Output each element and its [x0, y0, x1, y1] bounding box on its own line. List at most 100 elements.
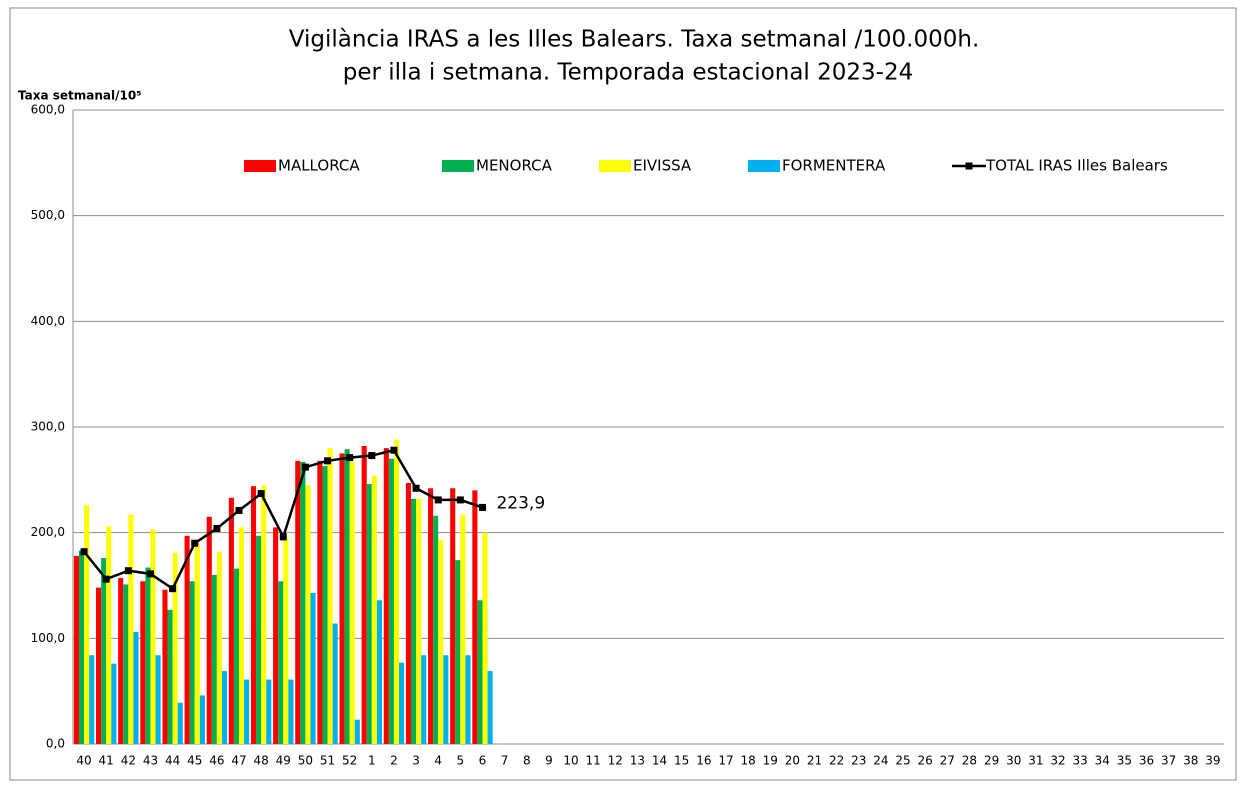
- bar: [150, 529, 156, 744]
- x-tick-label: 5: [457, 754, 465, 768]
- bar: [472, 490, 478, 744]
- bar: [244, 679, 250, 744]
- bar: [376, 600, 382, 744]
- x-tick-label: 17: [718, 754, 733, 768]
- bar: [310, 592, 316, 744]
- x-tick-label: 2: [390, 754, 398, 768]
- x-tick-label: 31: [1028, 754, 1043, 768]
- bar: [96, 587, 102, 744]
- bar: [89, 655, 95, 744]
- bar: [295, 460, 301, 744]
- x-tick-label: 23: [851, 754, 866, 768]
- x-tick-label: 40: [76, 754, 91, 768]
- bar: [433, 515, 439, 744]
- x-tick-label: 47: [231, 754, 246, 768]
- legend-swatch: [244, 160, 276, 172]
- bar: [133, 631, 139, 744]
- marker: [301, 463, 309, 471]
- y-tick-label: 400,0: [31, 314, 65, 328]
- x-tick-label: 38: [1183, 754, 1198, 768]
- bar: [327, 448, 333, 744]
- bar: [482, 532, 488, 744]
- x-tick-label: 42: [121, 754, 136, 768]
- legend-label: MALLORCA: [278, 157, 360, 175]
- x-tick-label: 14: [652, 754, 667, 768]
- marker: [368, 452, 376, 460]
- bar: [194, 543, 200, 744]
- x-tick-label: 27: [940, 754, 955, 768]
- bar: [239, 527, 245, 744]
- marker: [80, 548, 88, 556]
- bar: [399, 662, 405, 744]
- data-label: 223,9: [496, 493, 545, 513]
- bar: [455, 560, 461, 744]
- bar: [266, 679, 272, 744]
- marker: [102, 575, 110, 583]
- x-tick-label: 28: [962, 754, 977, 768]
- marker: [456, 496, 464, 504]
- bar: [438, 540, 444, 744]
- x-tick-label: 25: [895, 754, 910, 768]
- legend-label: EIVISSA: [633, 157, 692, 175]
- legend-swatch: [442, 160, 474, 172]
- legend-swatch: [748, 160, 780, 172]
- x-tick-label: 16: [696, 754, 711, 768]
- bar: [123, 584, 129, 744]
- bar: [332, 623, 338, 744]
- x-tick-label: 29: [984, 754, 999, 768]
- x-tick-label: 49: [276, 754, 291, 768]
- legend-label: MENORCA: [476, 157, 553, 175]
- bar: [84, 505, 90, 744]
- marker: [412, 484, 420, 492]
- marker: [434, 496, 442, 504]
- bar: [421, 655, 427, 744]
- bar: [256, 535, 262, 744]
- bar: [250, 486, 257, 744]
- bar: [300, 461, 306, 744]
- bar: [371, 475, 377, 744]
- bar: [443, 655, 449, 744]
- bar: [405, 483, 411, 744]
- bar: [383, 448, 389, 744]
- bar: [177, 702, 183, 744]
- bar: [101, 558, 107, 744]
- bar: [216, 551, 222, 744]
- bar: [410, 498, 417, 744]
- chart-subtitle: per illa i setmana. Temporada estacional…: [343, 60, 914, 86]
- marker: [213, 524, 221, 532]
- x-tick-label: 24: [873, 754, 888, 768]
- bar: [206, 516, 212, 744]
- marker: [324, 457, 332, 465]
- y-tick-label: 0,0: [46, 737, 65, 751]
- legend-label: FORMENTERA: [782, 157, 886, 175]
- bar: [349, 461, 355, 744]
- bar: [428, 488, 434, 744]
- x-tick-label: 46: [209, 754, 224, 768]
- bar: [233, 568, 240, 744]
- bar: [487, 671, 493, 744]
- x-tick-label: 43: [143, 754, 158, 768]
- bar: [172, 552, 178, 744]
- chart-title: Vigilància IRAS a les Illes Balears. Tax…: [289, 27, 980, 53]
- x-tick-label: 3: [412, 754, 420, 768]
- bar: [184, 535, 190, 744]
- bar: [388, 458, 394, 744]
- bar: [118, 578, 124, 744]
- bar: [366, 484, 372, 744]
- y-tick-label: 600,0: [31, 103, 65, 117]
- x-tick-label: 4: [434, 754, 442, 768]
- x-tick-label: 20: [785, 754, 800, 768]
- x-tick-label: 26: [918, 754, 933, 768]
- y-tick-label: 500,0: [31, 208, 65, 222]
- x-tick-label: 41: [99, 754, 114, 768]
- bar: [273, 527, 279, 744]
- x-tick-label: 8: [523, 754, 531, 768]
- legend-swatch: [965, 162, 973, 170]
- marker: [191, 539, 199, 547]
- bar: [199, 695, 205, 744]
- marker: [478, 503, 486, 511]
- x-tick-label: 7: [501, 754, 509, 768]
- x-tick-label: 6: [479, 754, 487, 768]
- y-axis-label: Taxa setmanal/10⁵: [18, 89, 141, 103]
- bar: [317, 460, 323, 744]
